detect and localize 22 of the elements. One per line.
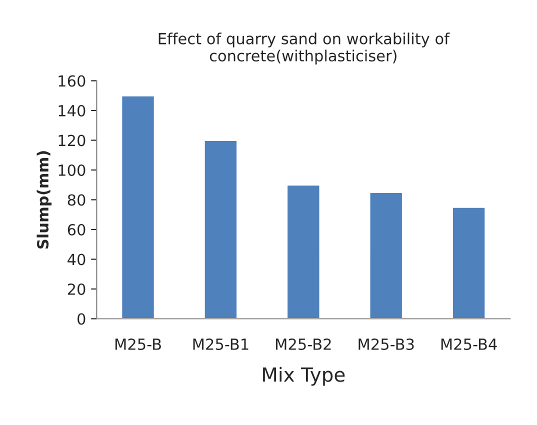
x-tick-label: M25-B2 — [276, 338, 331, 350]
y-tick-label: 20 — [68, 283, 86, 296]
chart-title: Effect of quarry sand on workability of concrete(withplasticiser) — [158, 32, 450, 64]
bar — [203, 140, 238, 319]
y-tick-label: 120 — [58, 134, 86, 146]
x-tick-label: M25-B1 — [193, 338, 248, 350]
y-tick-label: 100 — [58, 164, 86, 176]
y-tick-label: 80 — [68, 194, 86, 206]
y-tick-label: 160 — [58, 75, 86, 87]
x-tick-label: M25-B4 — [441, 338, 497, 350]
bar — [286, 184, 321, 319]
y-tick-label: 140 — [58, 104, 86, 117]
y-axis-title: Slump(mm) — [36, 151, 52, 249]
y-tick-label: 60 — [68, 224, 86, 236]
bar — [452, 206, 486, 319]
x-axis-title: Mix Type — [263, 366, 345, 386]
x-tick-label: M25-B — [115, 338, 161, 350]
bar — [368, 192, 404, 319]
y-tick-label: 0 — [78, 313, 86, 325]
y-tick-label: 40 — [68, 254, 86, 266]
x-tick-label: M25-B3 — [358, 338, 414, 350]
bar — [120, 94, 156, 319]
